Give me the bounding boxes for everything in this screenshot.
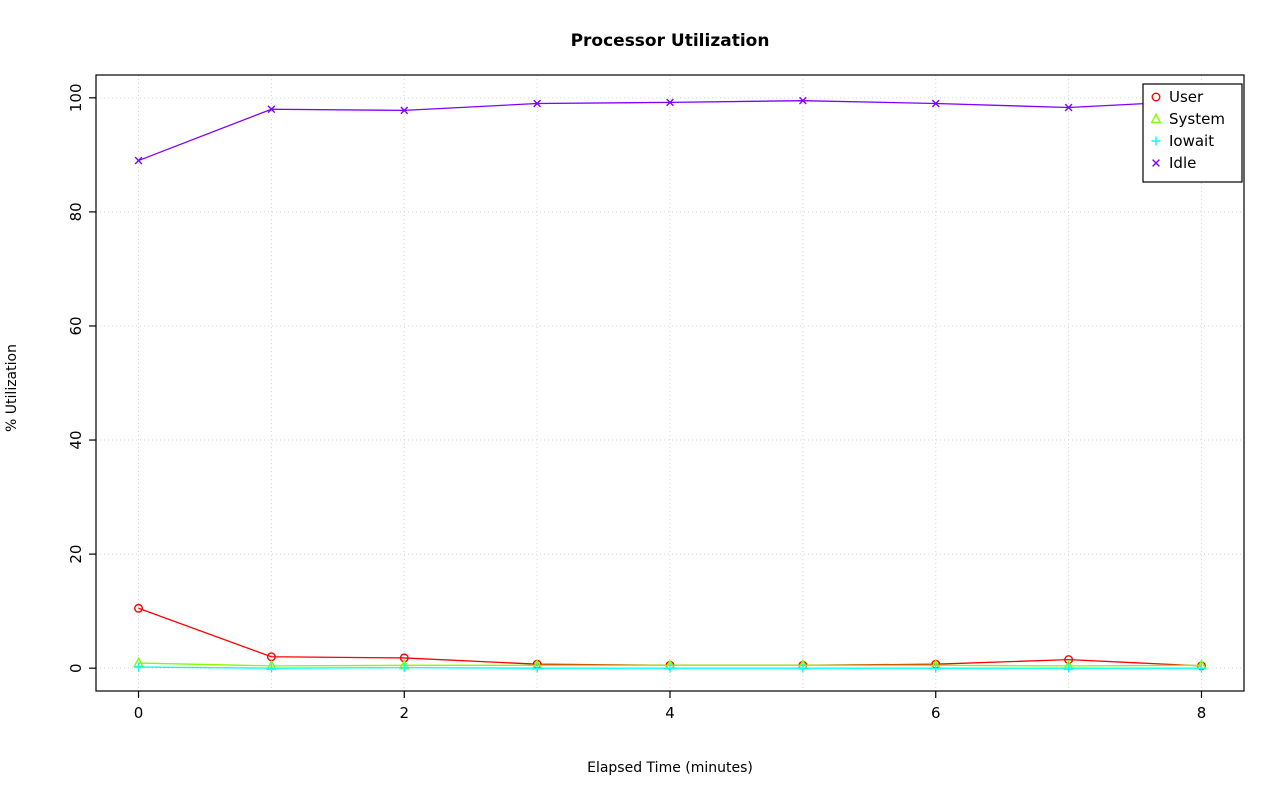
y-axis: 0 20 40 60 80 100: [67, 83, 96, 673]
legend-label: Idle: [1169, 154, 1196, 172]
legend: User System Iowait Idle: [1142, 83, 1243, 183]
legend-label: User: [1169, 88, 1204, 106]
legend-label: Iowait: [1169, 132, 1214, 150]
x-tick-label: 0: [134, 704, 144, 722]
x-axis: 0 2 4 6 8: [134, 691, 1207, 722]
y-tick-label: 80: [67, 202, 85, 221]
x-axis-label: Elapsed Time (minutes): [587, 760, 753, 776]
legend-label: System: [1169, 110, 1225, 128]
y-tick-label: 60: [67, 316, 85, 335]
y-tick-label: 100: [67, 83, 85, 112]
y-tick-label: 0: [67, 663, 85, 673]
x-tick-label: 6: [931, 704, 941, 722]
series-iowait: [134, 662, 1206, 673]
y-tick-label: 40: [67, 430, 85, 449]
y-tick-label: 20: [67, 545, 85, 564]
chart-title: Processor Utilization: [570, 31, 770, 51]
x-tick-label: 4: [665, 704, 675, 722]
x-tick-label: 2: [399, 704, 409, 722]
x-tick-label: 8: [1197, 704, 1207, 722]
grid: [96, 75, 1244, 691]
